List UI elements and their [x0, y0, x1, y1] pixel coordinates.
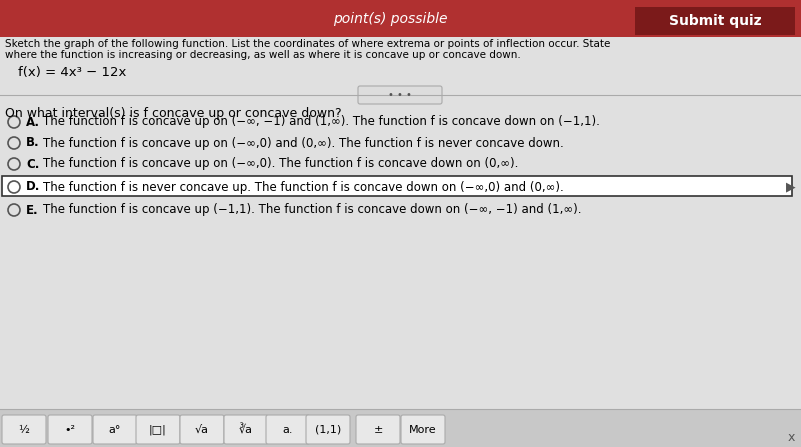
Text: ½: ½ [18, 425, 30, 435]
FancyBboxPatch shape [48, 415, 92, 444]
Text: •²: •² [65, 425, 75, 435]
Text: Submit quiz: Submit quiz [669, 14, 761, 28]
Text: • • •: • • • [388, 90, 412, 100]
Text: D.: D. [26, 181, 40, 194]
FancyBboxPatch shape [266, 415, 310, 444]
FancyBboxPatch shape [306, 415, 350, 444]
Text: ∛a: ∛a [239, 425, 253, 435]
Text: ±: ± [373, 425, 383, 435]
Text: ▶: ▶ [787, 181, 796, 194]
Text: f(x) = 4x³ − 12x: f(x) = 4x³ − 12x [18, 66, 127, 79]
Text: A.: A. [26, 115, 40, 128]
Bar [0, 0, 801, 37]
Text: The function f is concave up on (−∞,0) and (0,∞). The function f is never concav: The function f is concave up on (−∞,0) a… [43, 136, 564, 149]
Text: where the function is increasing or decreasing, as well as where it is concave u: where the function is increasing or decr… [5, 50, 521, 60]
FancyBboxPatch shape [136, 415, 180, 444]
FancyBboxPatch shape [2, 415, 46, 444]
FancyBboxPatch shape [180, 415, 224, 444]
FancyBboxPatch shape [224, 415, 268, 444]
Text: Sketch the graph of the following function. List the coordinates of where extrem: Sketch the graph of the following functi… [5, 39, 610, 49]
Text: The function f is concave up on (−∞, −1) and (1,∞). The function f is concave do: The function f is concave up on (−∞, −1)… [43, 115, 600, 128]
Text: x: x [787, 431, 795, 444]
Text: a.: a. [283, 425, 293, 435]
Bar [2, 176, 792, 196]
FancyBboxPatch shape [93, 415, 137, 444]
FancyBboxPatch shape [358, 86, 442, 104]
Text: On what interval(s) is f concave up or concave down?: On what interval(s) is f concave up or c… [5, 107, 341, 120]
Bar [635, 7, 795, 35]
Text: E.: E. [26, 203, 38, 216]
Text: More: More [409, 425, 437, 435]
Text: a°: a° [109, 425, 121, 435]
Text: The function f is never concave up. The function f is concave down on (−∞,0) and: The function f is never concave up. The … [43, 181, 564, 194]
Bar [0, 37, 801, 409]
Text: point(s) possible: point(s) possible [332, 12, 447, 26]
Text: B.: B. [26, 136, 39, 149]
Text: √a: √a [195, 425, 209, 435]
Text: |□|: |□| [149, 425, 167, 435]
Text: (1,1): (1,1) [315, 425, 341, 435]
FancyBboxPatch shape [356, 415, 400, 444]
Text: C.: C. [26, 157, 39, 170]
FancyBboxPatch shape [401, 415, 445, 444]
Text: The function f is concave up (−1,1). The function f is concave down on (−∞, −1) : The function f is concave up (−1,1). The… [43, 203, 582, 216]
Bar [0, 409, 801, 447]
Text: The function f is concave up on (−∞,0). The function f is concave down on (0,∞).: The function f is concave up on (−∞,0). … [43, 157, 518, 170]
